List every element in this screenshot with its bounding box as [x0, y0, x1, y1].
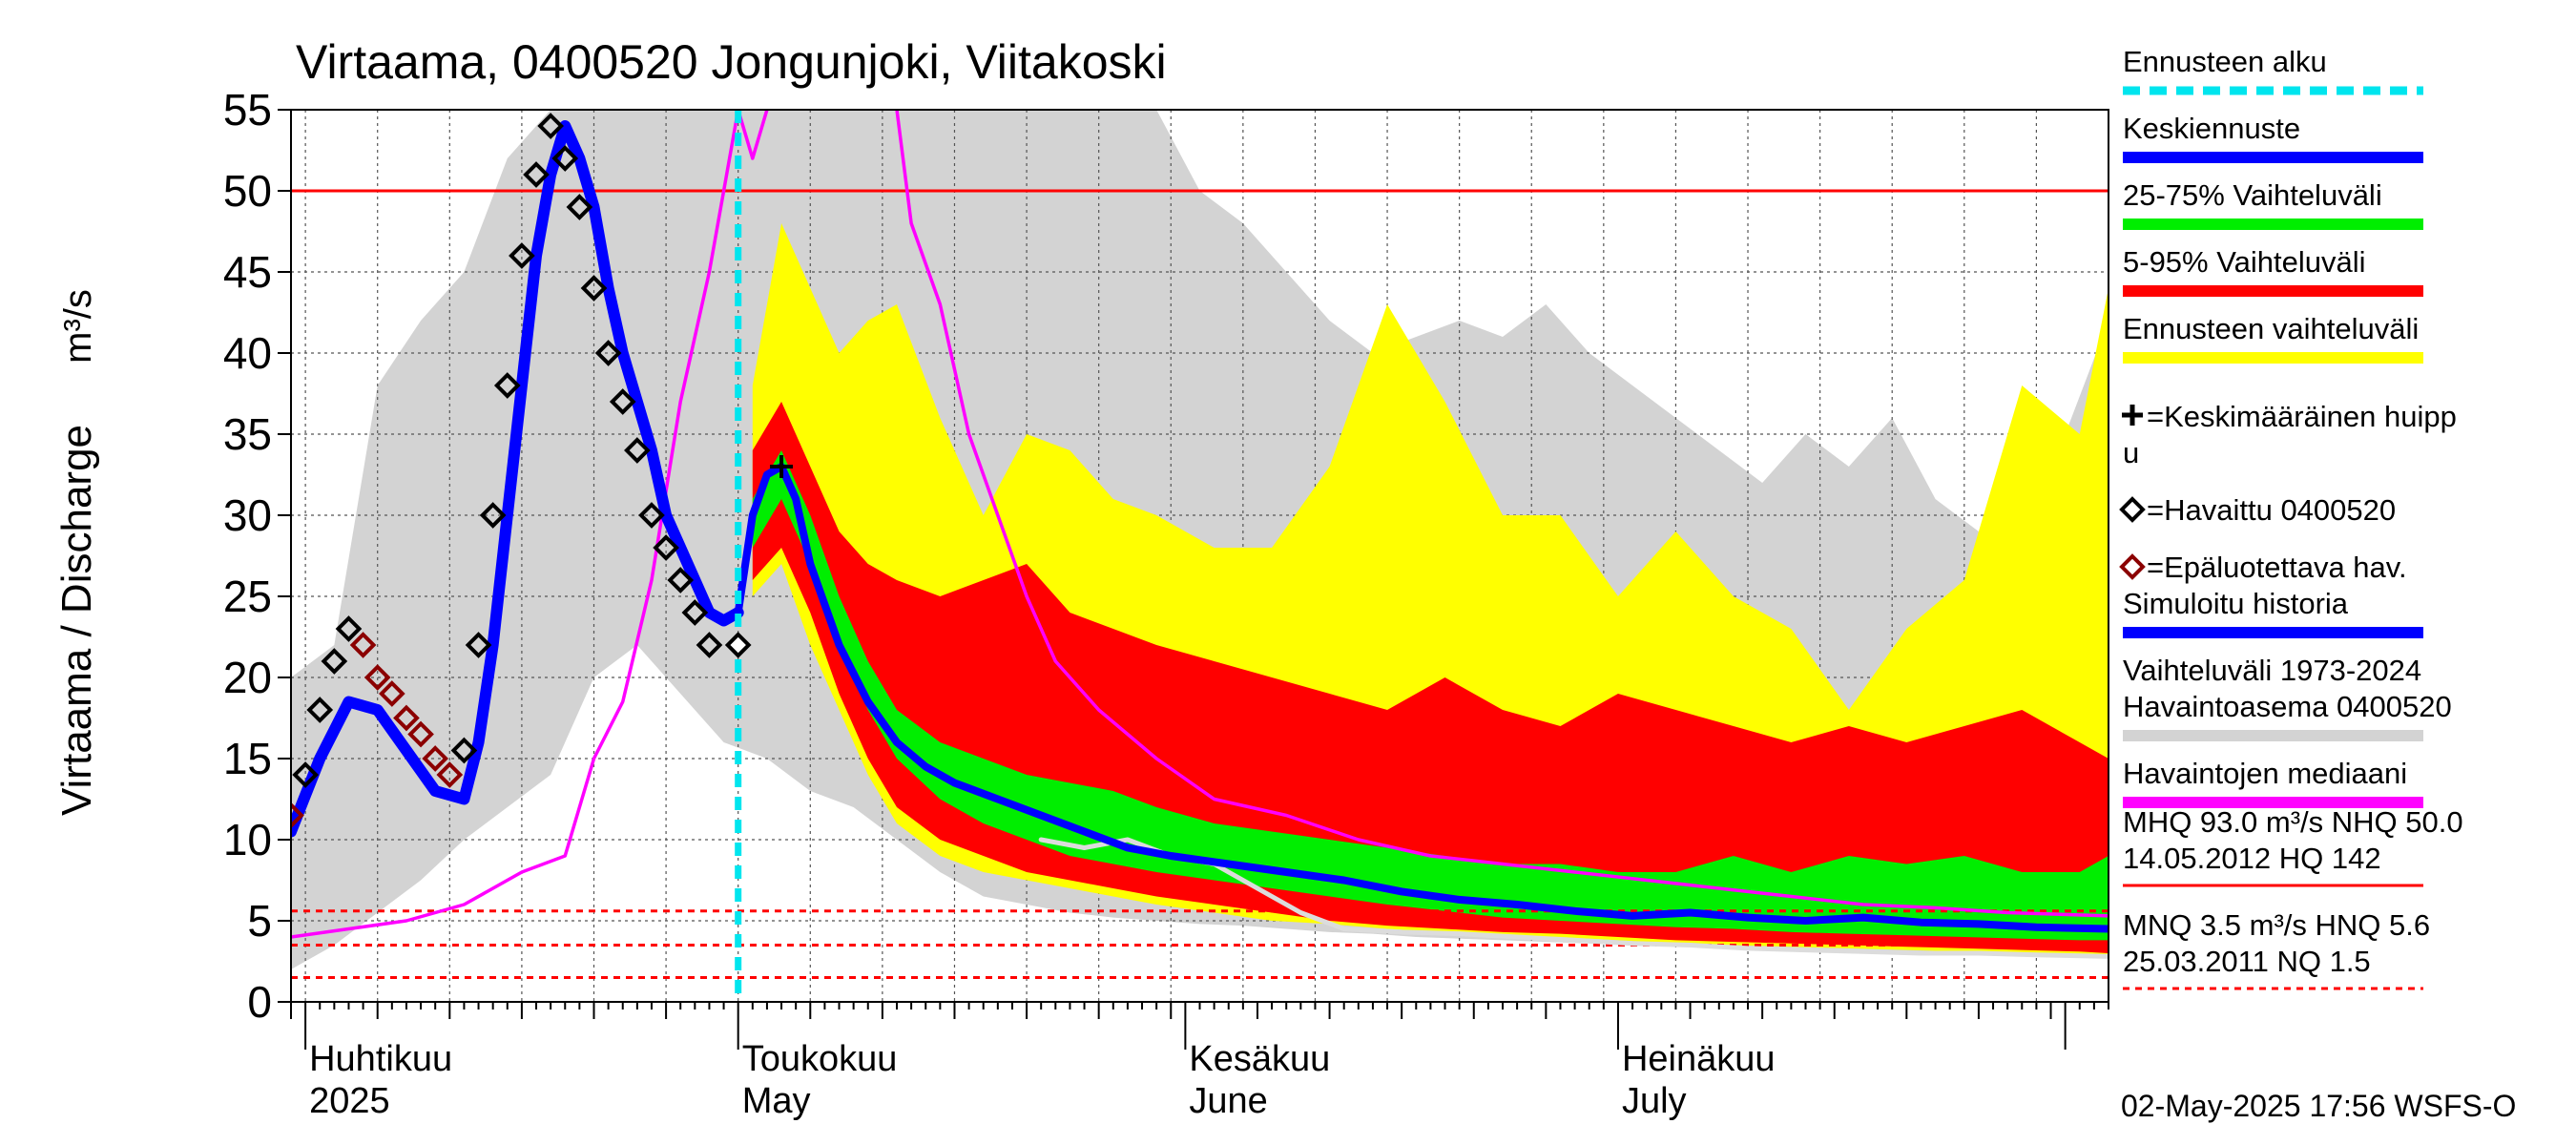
- x-month-label-english: 2025: [309, 1081, 390, 1121]
- x-month-label: Kesäkuu: [1189, 1039, 1330, 1079]
- observation-marker: [450, 737, 478, 764]
- y-tick-label: 45: [223, 247, 272, 297]
- observation-marker: [509, 242, 535, 269]
- unreliable-observation-marker: [291, 802, 304, 829]
- y-tick-label: 10: [223, 815, 272, 864]
- y-axis-label: Virtaama / Discharge: [53, 425, 100, 816]
- observation-marker: [696, 632, 723, 658]
- legend-label: Vaihteluväli 1973-2024: [2123, 654, 2421, 687]
- y-axis-unit: m³/s: [57, 289, 99, 364]
- legend-diamond-icon: [2119, 496, 2146, 523]
- legend-label-continued: u: [2123, 436, 2139, 469]
- y-tick-label: 55: [223, 85, 272, 135]
- unreliable-observation-marker: [436, 761, 464, 788]
- plot-layers: [291, 110, 2109, 1002]
- y-tick-label: 5: [247, 896, 272, 946]
- observation-marker: [667, 567, 695, 593]
- unreliable-observation-marker: [407, 720, 434, 748]
- observation-marker: [594, 340, 622, 366]
- legend-label: Simuloitu historia: [2123, 587, 2349, 620]
- unreliable-observation-marker: [422, 745, 449, 772]
- y-tick-label: 0: [247, 977, 272, 1027]
- observation-marker: [580, 275, 608, 302]
- y-tick-label: 20: [223, 653, 272, 702]
- y-tick-label: 40: [223, 328, 272, 378]
- stats-line-2: 14.05.2012 HQ 142: [2123, 842, 2381, 875]
- observation-marker: [479, 502, 507, 529]
- mean-forecast-line: [734, 463, 2109, 933]
- observation-marker: [551, 145, 579, 172]
- legend-label: =Havaittu 0400520: [2147, 493, 2396, 527]
- legend-diamond-icon: [2119, 553, 2146, 580]
- observation-marker: [653, 534, 679, 561]
- observation-marker: [624, 437, 651, 464]
- unreliable-observation-marker: [393, 704, 420, 732]
- observation-marker: [465, 632, 492, 658]
- legend-label: =Epäluotettava hav.: [2147, 551, 2407, 584]
- x-month-label: Heinäkuu: [1622, 1039, 1776, 1079]
- legend-label: Ennusteen alku: [2123, 45, 2327, 78]
- observation-marker: [638, 502, 665, 529]
- observation-marker: [523, 161, 550, 188]
- mean-peak-marker: [770, 455, 794, 478]
- observed-median-line: [291, 110, 2109, 939]
- unreliable-observation-marker: [349, 632, 377, 658]
- stats-line-1: MHQ 93.0 m³/s NHQ 50.0: [2123, 805, 2463, 839]
- legend-label: =Keskimääräinen huipp: [2147, 400, 2457, 433]
- observation-marker: [537, 113, 564, 139]
- y-tick-label: 50: [223, 166, 272, 216]
- observation-marker: [335, 615, 363, 642]
- observation-marker: [306, 697, 334, 723]
- legend-plus-icon: [2122, 405, 2143, 426]
- x-month-label: Toukokuu: [742, 1039, 898, 1079]
- observation-marker: [321, 648, 348, 675]
- range-25-75-band: [752, 450, 2109, 941]
- x-month-label-english: May: [742, 1081, 811, 1121]
- y-tick-label: 30: [223, 490, 272, 540]
- legend-label: 25-75% Vaihteluväli: [2123, 178, 2382, 212]
- x-month-label: Huhtikuu: [309, 1039, 452, 1079]
- y-tick-label: 15: [223, 734, 272, 783]
- legend: Ennusteen alku Keskiennuste 25-75% Vaihtel…: [2119, 45, 2463, 990]
- x-month-label-english: June: [1189, 1081, 1267, 1121]
- y-tick-label: 25: [223, 572, 272, 621]
- observation-marker: [493, 372, 521, 399]
- simulated-history-line: [291, 120, 744, 838]
- legend-label: Ennusteen vaihteluväli: [2123, 312, 2419, 345]
- footer-timestamp: 02-May-2025 17:56 WSFS-O: [2121, 1089, 2516, 1123]
- y-axis-label-group: Virtaama / Discharge m³/s: [53, 289, 100, 816]
- y-tick-label: 35: [223, 409, 272, 459]
- stats-line-3: MNQ 3.5 m³/s HNQ 5.6: [2123, 908, 2430, 942]
- observation-marker: [566, 194, 593, 220]
- axes: 0510152025303540455055Huhtikuu2025Toukok…: [223, 85, 2109, 1121]
- observation-marker: [724, 632, 752, 658]
- legend-label: Keskiennuste: [2123, 112, 2300, 145]
- unreliable-observation-marker: [364, 664, 391, 691]
- observation-marker: [609, 388, 636, 415]
- unreliable-observation-marker: [379, 680, 405, 707]
- legend-label: 5-95% Vaihteluväli: [2123, 245, 2365, 279]
- observation-marker: [292, 761, 319, 788]
- legend-label-continued: Havaintoasema 0400520: [2123, 690, 2452, 723]
- observation-marker: [681, 599, 709, 626]
- stats-line-4: 25.03.2011 NQ 1.5: [2123, 945, 2371, 978]
- legend-label: Havaintojen mediaani: [2123, 757, 2407, 790]
- chart-title: Virtaama, 0400520 Jongunjoki, Viitakoski: [296, 35, 1167, 89]
- x-month-label-english: July: [1622, 1081, 1687, 1121]
